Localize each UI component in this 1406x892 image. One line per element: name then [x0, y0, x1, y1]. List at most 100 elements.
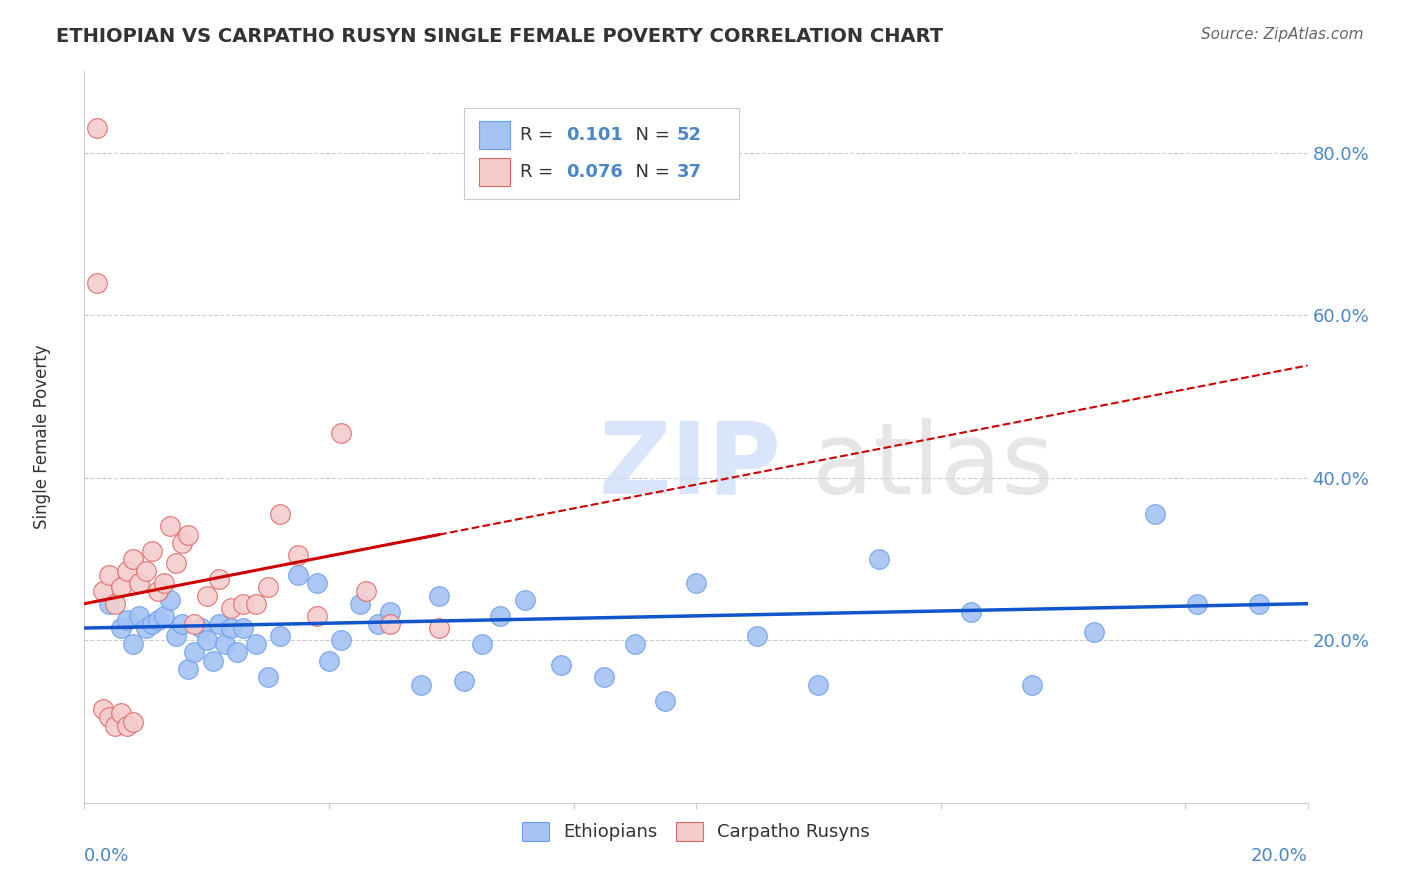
Point — [960, 605, 983, 619]
Point — [380, 617, 402, 632]
Point — [115, 564, 138, 578]
Point — [287, 548, 309, 562]
Point — [550, 657, 572, 672]
Point — [91, 702, 114, 716]
Point — [177, 662, 200, 676]
Point — [367, 617, 389, 632]
Point — [141, 544, 163, 558]
Point — [91, 584, 114, 599]
Point — [654, 694, 676, 708]
Text: ZIP: ZIP — [598, 417, 780, 515]
Point — [513, 592, 536, 607]
Text: Source: ZipAtlas.com: Source: ZipAtlas.com — [1201, 27, 1364, 42]
Point — [1187, 597, 1209, 611]
Point — [305, 608, 328, 623]
Text: atlas: atlas — [813, 417, 1054, 515]
Point — [110, 581, 132, 595]
Point — [471, 637, 494, 651]
Point — [115, 613, 138, 627]
Point — [183, 617, 205, 632]
Point — [318, 654, 340, 668]
Point — [1143, 508, 1166, 522]
Legend: Ethiopians, Carpatho Rusyns: Ethiopians, Carpatho Rusyns — [515, 814, 877, 848]
Point — [86, 121, 108, 136]
Point — [153, 608, 176, 623]
Point — [172, 535, 194, 549]
Point — [1083, 625, 1105, 640]
Point — [141, 617, 163, 632]
Point — [685, 576, 707, 591]
Point — [219, 600, 242, 615]
FancyBboxPatch shape — [464, 108, 738, 200]
Point — [195, 589, 218, 603]
Point — [208, 617, 231, 632]
Point — [86, 276, 108, 290]
Text: 52: 52 — [676, 126, 702, 145]
Point — [409, 678, 432, 692]
Point — [153, 576, 176, 591]
Point — [135, 621, 157, 635]
Point — [226, 645, 249, 659]
Point — [122, 714, 145, 729]
Text: 0.101: 0.101 — [567, 126, 623, 145]
Point — [122, 637, 145, 651]
Point — [330, 425, 353, 440]
Text: R =: R = — [520, 163, 558, 181]
Text: N =: N = — [624, 163, 675, 181]
Point — [122, 552, 145, 566]
FancyBboxPatch shape — [479, 158, 510, 186]
Text: 0.0%: 0.0% — [84, 847, 129, 864]
Point — [593, 670, 616, 684]
Point — [330, 633, 353, 648]
Point — [427, 621, 450, 635]
Point — [128, 576, 150, 591]
Point — [245, 597, 267, 611]
Point — [201, 654, 224, 668]
Point — [269, 629, 291, 643]
Point — [305, 576, 328, 591]
Point — [257, 670, 280, 684]
Point — [427, 589, 450, 603]
Point — [747, 629, 769, 643]
Point — [257, 581, 280, 595]
Text: 37: 37 — [676, 163, 702, 181]
Point — [489, 608, 512, 623]
Point — [104, 597, 127, 611]
Point — [159, 592, 181, 607]
Point — [232, 597, 254, 611]
Point — [232, 621, 254, 635]
Point — [195, 633, 218, 648]
Point — [287, 568, 309, 582]
Point — [869, 552, 891, 566]
Text: R =: R = — [520, 126, 558, 145]
Point — [219, 621, 242, 635]
Point — [172, 617, 194, 632]
Point — [349, 597, 371, 611]
Point — [214, 637, 236, 651]
Point — [165, 556, 187, 570]
Point — [245, 637, 267, 651]
Point — [354, 584, 377, 599]
Point — [807, 678, 830, 692]
Text: 20.0%: 20.0% — [1251, 847, 1308, 864]
Point — [128, 608, 150, 623]
Point — [135, 564, 157, 578]
Point — [97, 710, 120, 724]
Text: Single Female Poverty: Single Female Poverty — [32, 345, 51, 529]
Point — [1021, 678, 1043, 692]
Point — [165, 629, 187, 643]
Point — [177, 527, 200, 541]
Point — [190, 621, 212, 635]
Point — [1247, 597, 1270, 611]
Point — [97, 568, 120, 582]
Point — [208, 572, 231, 586]
Point — [624, 637, 647, 651]
Point — [115, 718, 138, 732]
Point — [97, 597, 120, 611]
Text: N =: N = — [624, 126, 675, 145]
Point — [269, 508, 291, 522]
Point — [453, 673, 475, 688]
Point — [110, 621, 132, 635]
Text: ETHIOPIAN VS CARPATHO RUSYN SINGLE FEMALE POVERTY CORRELATION CHART: ETHIOPIAN VS CARPATHO RUSYN SINGLE FEMAL… — [56, 27, 943, 45]
Point — [146, 584, 169, 599]
